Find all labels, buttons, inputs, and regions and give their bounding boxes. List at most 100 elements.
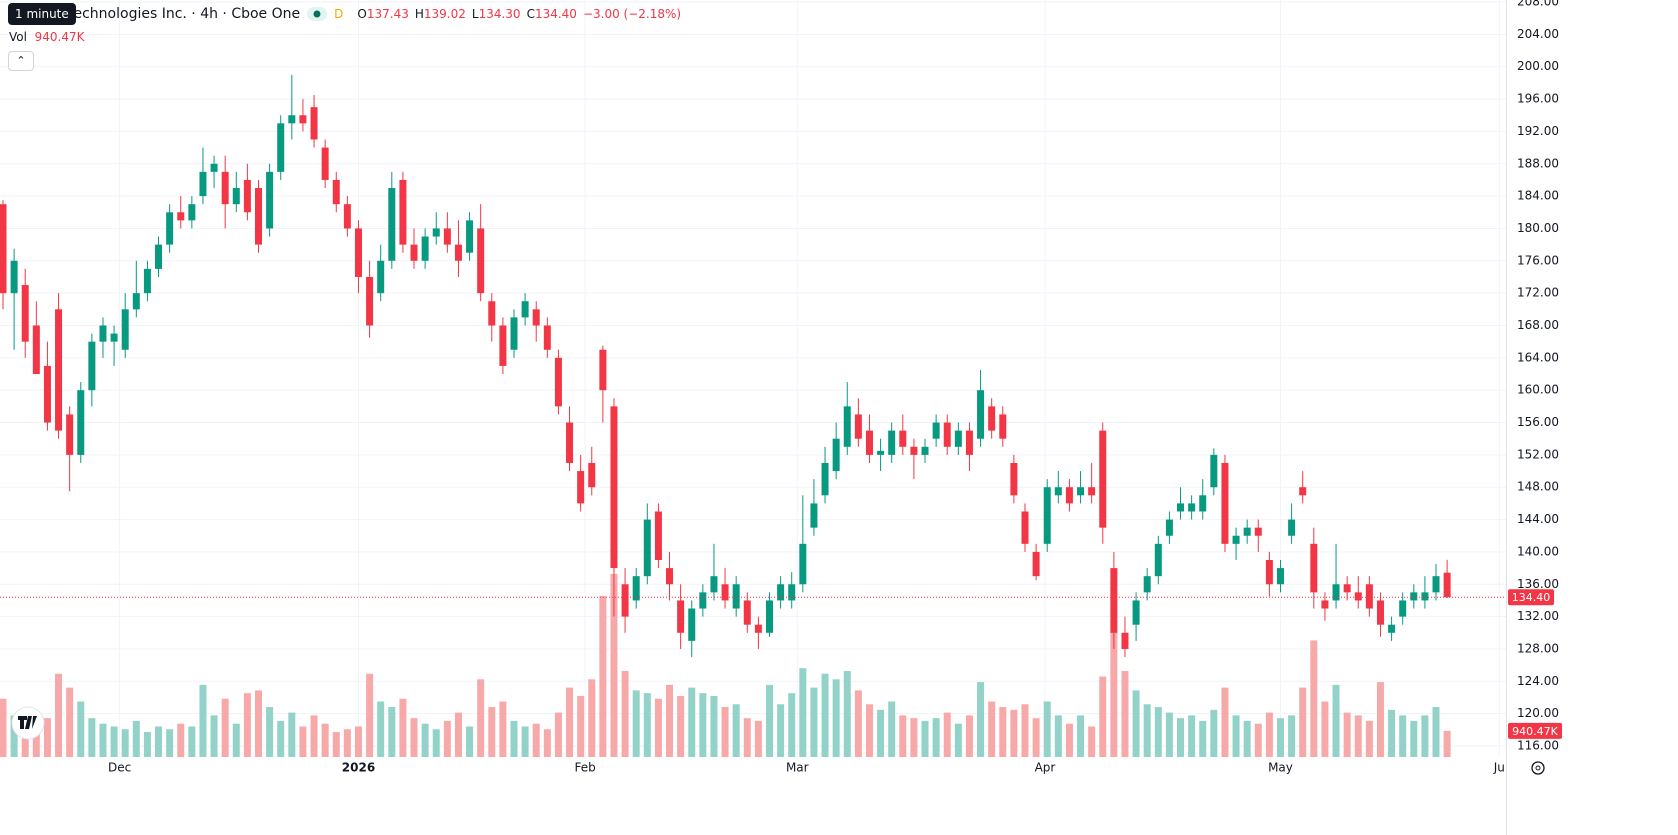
candle-body [1054,487,1062,496]
candle-body [1065,487,1073,504]
candle-body [788,584,796,601]
candle-body [332,179,340,205]
candle-body [821,462,829,496]
volume-bar [1010,709,1018,757]
volume-bar [754,720,762,757]
candle-body [1265,560,1273,585]
volume-bar [988,701,996,757]
volume-bar [521,726,529,757]
candle-body [743,600,751,625]
volume-bar [221,698,229,757]
candle-body [1154,543,1162,577]
candle-body [1310,543,1318,593]
candle-body [621,584,629,617]
volume-bar [865,704,873,757]
status-dot [307,7,328,21]
symbol-title[interactable]: Palantir Technologies Inc. · 4h · Cboe O… [10,6,301,22]
volume-bar [299,726,307,757]
volume-bar [1021,704,1029,757]
x-tick-label: Apr [1035,761,1056,775]
candle-body [110,333,118,342]
candle-body [899,430,907,447]
candle-body [1032,551,1040,577]
candle-body [965,430,973,455]
candle-body [266,171,274,229]
volume-bar [610,573,618,757]
volume-bar [377,701,385,757]
volume-bar [821,673,829,757]
y-tick-label: 148.00 [1517,480,1559,494]
y-tick-label: 168.00 [1517,318,1559,332]
volume-bar [499,701,507,757]
volume-bar [1276,718,1284,757]
candle-body [1243,527,1251,536]
volume-bar [454,712,462,757]
candle-body [765,600,773,633]
volume-bar [232,723,240,757]
candle-body [488,301,496,326]
volume-bar [466,726,474,757]
volume-bar [1332,684,1340,757]
candle-body [921,446,929,455]
candle-body [1165,519,1173,536]
x-tick-label: Mar [786,761,809,775]
candle-body [521,301,529,318]
candle-body [243,179,251,213]
candle-body [988,406,996,431]
y-tick-label: 192.00 [1517,124,1559,138]
last-price-label: 134.40 [1512,591,1551,604]
volume-bar [965,715,973,757]
candle-body [1110,568,1118,633]
y-tick-label: 184.00 [1517,189,1559,203]
candle-body [1388,624,1396,633]
low-label: L [471,7,479,21]
volume-bar [765,684,773,757]
candle-body [699,592,707,609]
volume-bar [110,726,118,757]
y-tick-label: 176.00 [1517,253,1559,267]
candle-body [1365,584,1373,609]
candle-body [832,438,840,472]
candle-body [865,430,873,455]
candle-body [1099,430,1107,528]
candle-body [688,608,696,641]
candle-body [1443,572,1451,598]
candle-body [677,600,685,633]
volume-bar [1310,640,1318,757]
candle-body [166,212,174,245]
volume-bar [1321,701,1329,757]
volume-bar [810,687,818,757]
volume-bar [921,720,929,757]
volume-bar [1032,718,1040,757]
candle-body [1432,576,1440,593]
candle-body [1276,568,1284,585]
candle-body [21,285,29,342]
settings-icon[interactable] [1531,761,1545,775]
candle-body [454,244,462,261]
y-tick-label: 164.00 [1517,350,1559,364]
candle-body [1132,600,1140,625]
collapse-button[interactable]: ⌃ [8,51,34,71]
candle-body [143,268,151,294]
volume-bar [643,693,651,757]
volume-bar [510,720,518,757]
y-tick-label: 196.00 [1517,92,1559,106]
volume-bar [332,732,340,757]
candle-body [810,503,818,528]
volume-bar [554,712,562,757]
low-value: 134.30 [478,7,521,21]
candle-body [421,236,429,261]
volume-bar [77,701,85,757]
candle-body [1288,519,1296,536]
volume-bar [366,673,374,757]
volume-bar [32,723,40,757]
candle-body [577,471,585,504]
volume-bar [877,709,885,757]
volume-bar [1077,715,1085,757]
candle-body [888,430,896,455]
candle-body [1121,632,1129,649]
volume-bar [632,690,640,757]
volume-bar [888,701,896,757]
volume-bar [943,712,951,757]
volume-bar [832,679,840,757]
